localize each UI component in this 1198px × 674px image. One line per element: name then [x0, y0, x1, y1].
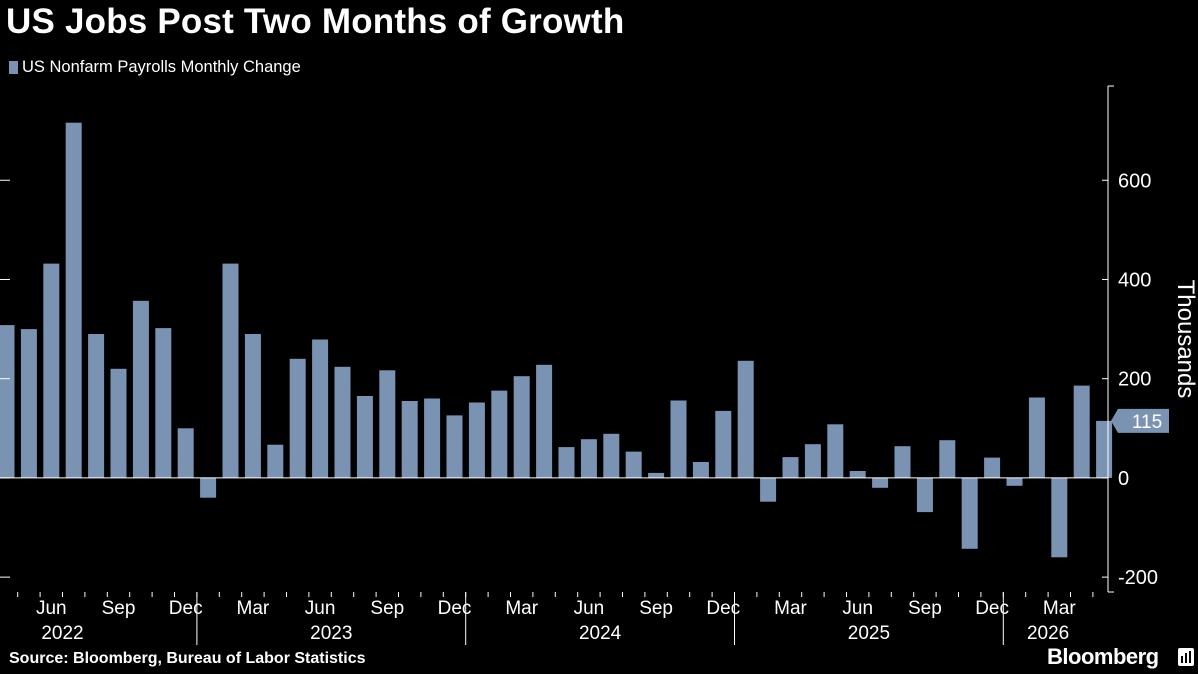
bar-2023-05	[289, 358, 306, 478]
legend-swatch	[9, 61, 18, 74]
bar-2024-10	[670, 400, 687, 478]
bar-2024-01	[468, 402, 485, 478]
y-tick-label: 600	[1118, 170, 1151, 192]
bar-2023-02	[222, 263, 239, 478]
bar-2025-11	[961, 477, 978, 549]
bar-2022-10	[132, 300, 149, 478]
bar-2023-01	[200, 477, 217, 498]
latest-value-label: 115	[1132, 412, 1162, 433]
bar-2022-04	[0, 325, 15, 478]
year-label: 2026	[1027, 623, 1069, 644]
bar-2025-09	[916, 477, 933, 513]
bar-2025-02	[760, 477, 777, 502]
bar-2022-07	[65, 122, 82, 478]
chart-title: US Jobs Post Two Months of Growth	[6, 2, 625, 41]
source-note: Source: Bloomberg, Bureau of Labor Stati…	[9, 650, 366, 667]
x-tick-label: Sep	[908, 598, 942, 619]
bar-2025-03	[782, 457, 799, 478]
bar-undefined	[1096, 420, 1113, 478]
bar-2025-01	[737, 360, 754, 478]
bloomberg-mark-icon	[1178, 648, 1194, 666]
bar-2024-05	[558, 447, 575, 478]
bar-2023-11	[424, 398, 441, 478]
x-tick-label: Mar	[774, 598, 807, 619]
bar-2025-10	[939, 440, 956, 478]
y-tick-label: 200	[1118, 369, 1151, 391]
axes-layer: -200 0 200 400 600 115 Jun Sep Dec Mar Jun Sep Dec Ma…	[0, 85, 1169, 645]
x-tick-label: Mar	[1043, 598, 1076, 619]
bar-2024-03	[513, 376, 530, 478]
x-tick-label: Jun	[842, 598, 873, 619]
bar-2026-02	[1028, 397, 1045, 478]
year-label: 2025	[848, 623, 890, 644]
bar-2022-09	[110, 368, 127, 478]
bar-2025-07	[872, 477, 889, 488]
bar-2026-03	[1051, 477, 1068, 558]
bar-2024-09	[648, 472, 665, 478]
x-tick-label: Jun	[36, 598, 67, 619]
x-tick-label: Dec	[169, 598, 203, 619]
x-tick-label: Dec	[975, 598, 1009, 619]
bar-2022-06	[43, 263, 60, 478]
bar-2025-12	[984, 457, 1001, 478]
bar-2023-03	[244, 334, 261, 478]
bar-2023-07	[334, 366, 351, 478]
bar-2023-08	[356, 396, 373, 478]
y-tick-label: -200	[1118, 567, 1158, 589]
bar-2025-05	[827, 424, 844, 478]
y-tick-label: 0	[1118, 468, 1129, 490]
bar-2026-04	[1073, 385, 1090, 478]
bar-2024-08	[625, 451, 642, 478]
year-label: 2022	[41, 623, 83, 644]
x-tick-label: Dec	[706, 598, 740, 619]
x-tick-label: Sep	[102, 598, 136, 619]
x-tick-label: Sep	[639, 598, 673, 619]
bar-2023-12	[446, 415, 463, 478]
bar-2022-11	[155, 328, 172, 478]
x-tick-label: Jun	[305, 598, 336, 619]
bar-2022-05	[20, 329, 37, 478]
bar-2024-11	[692, 462, 709, 478]
legend: US Nonfarm Payrolls Monthly Change	[9, 58, 301, 77]
year-label: 2023	[310, 623, 352, 644]
bar-2023-06	[312, 339, 329, 478]
bar-2024-12	[715, 410, 732, 478]
x-tick-label: Mar	[505, 598, 538, 619]
x-tick-label: Dec	[438, 598, 472, 619]
bar-2022-08	[88, 334, 105, 478]
x-tick-label: Jun	[574, 598, 605, 619]
bar-2025-06	[849, 471, 866, 478]
x-tick-label: Sep	[370, 598, 404, 619]
bar-2024-06	[580, 439, 597, 478]
y-axis-title: Thousands	[1172, 280, 1198, 399]
bar-2025-04	[804, 444, 821, 478]
bar-2026-01	[1006, 477, 1023, 486]
legend-label: US Nonfarm Payrolls Monthly Change	[22, 58, 301, 76]
bar-2024-02	[491, 390, 508, 478]
bar-2024-04	[536, 364, 553, 478]
bar-2023-09	[379, 370, 396, 478]
y-tick-label: 400	[1118, 269, 1151, 291]
year-label: 2024	[579, 623, 622, 644]
bars-layer	[0, 122, 1113, 558]
latest-value-callout	[1111, 408, 1169, 433]
bar-2025-08	[894, 446, 911, 478]
bar-2024-07	[603, 433, 620, 478]
bar-2022-12	[177, 428, 194, 478]
bloomberg-logo: Bloomberg	[1047, 644, 1159, 669]
bar-2023-04	[267, 444, 284, 478]
bar-2023-10	[401, 401, 418, 478]
x-tick-label: Mar	[237, 598, 270, 619]
